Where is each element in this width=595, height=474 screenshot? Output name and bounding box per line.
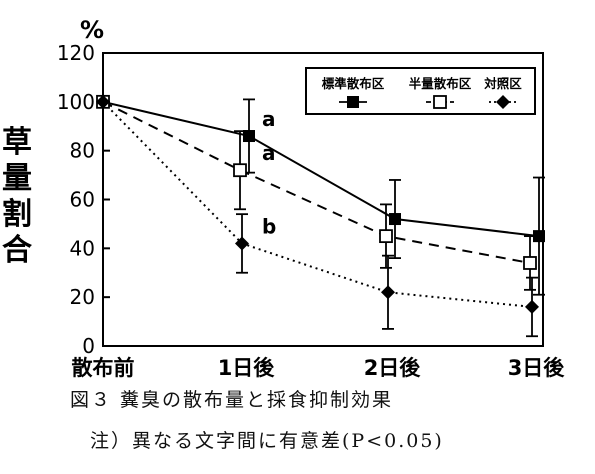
y-axis-label-char: 草 (2, 125, 32, 160)
series-line (102, 100, 540, 238)
y-axis-label: 草量割合 (2, 125, 32, 269)
line-chart: 0 20 40 60 80 100 120% 散布前 1日後 2日後 3日後 aa b 標準散布区 半量散布… (57, 16, 566, 380)
series-line (102, 100, 531, 264)
legend-marker (496, 95, 510, 109)
y-tick-label: 0 (82, 334, 95, 358)
x-tick-label: 3日後 (508, 356, 566, 380)
y-tick-label: 100 (57, 90, 95, 114)
data-point (389, 213, 401, 226)
legend-box (305, 67, 536, 115)
legend-label: 対照区 (483, 76, 522, 91)
data-point (96, 94, 110, 109)
data-point (523, 256, 537, 270)
y-tick-label: 80 (70, 139, 95, 163)
x-tick-label: 散布前 (72, 356, 135, 380)
significance-label: a (262, 107, 276, 131)
y-tick-label: 40 (70, 236, 95, 260)
data-point (379, 229, 393, 244)
data-point (243, 130, 255, 143)
data-point (233, 163, 247, 178)
y-tick-label: 120 (57, 41, 95, 65)
legend-label: 標準散布区 (322, 76, 385, 91)
significance-label: a (262, 141, 276, 165)
data-point (533, 230, 545, 243)
legend-marker (433, 95, 447, 109)
figure-note: 注）異なる文字間に有意差(P<0.05) (90, 430, 444, 452)
x-tick-label: 2日後 (364, 356, 422, 380)
y-axis-label-char: 量 (2, 161, 32, 196)
y-unit-label: % (80, 16, 104, 44)
legend-marker (347, 96, 359, 108)
y-tick-label: 20 (70, 285, 95, 309)
data-point (235, 236, 249, 251)
y-tick-label: 60 (70, 188, 95, 212)
y-axis-label-char: 合 (2, 233, 32, 268)
data-point (525, 299, 539, 314)
data-point (381, 285, 395, 300)
x-tick-label: 1日後 (218, 356, 276, 380)
legend-label: 半量散布区 (409, 76, 472, 91)
series-line (102, 101, 533, 308)
significance-label: b (262, 214, 276, 238)
y-axis-label-char: 割 (2, 197, 32, 232)
figure-caption: 図３ 糞臭の散布量と採食抑制効果 (70, 389, 394, 411)
